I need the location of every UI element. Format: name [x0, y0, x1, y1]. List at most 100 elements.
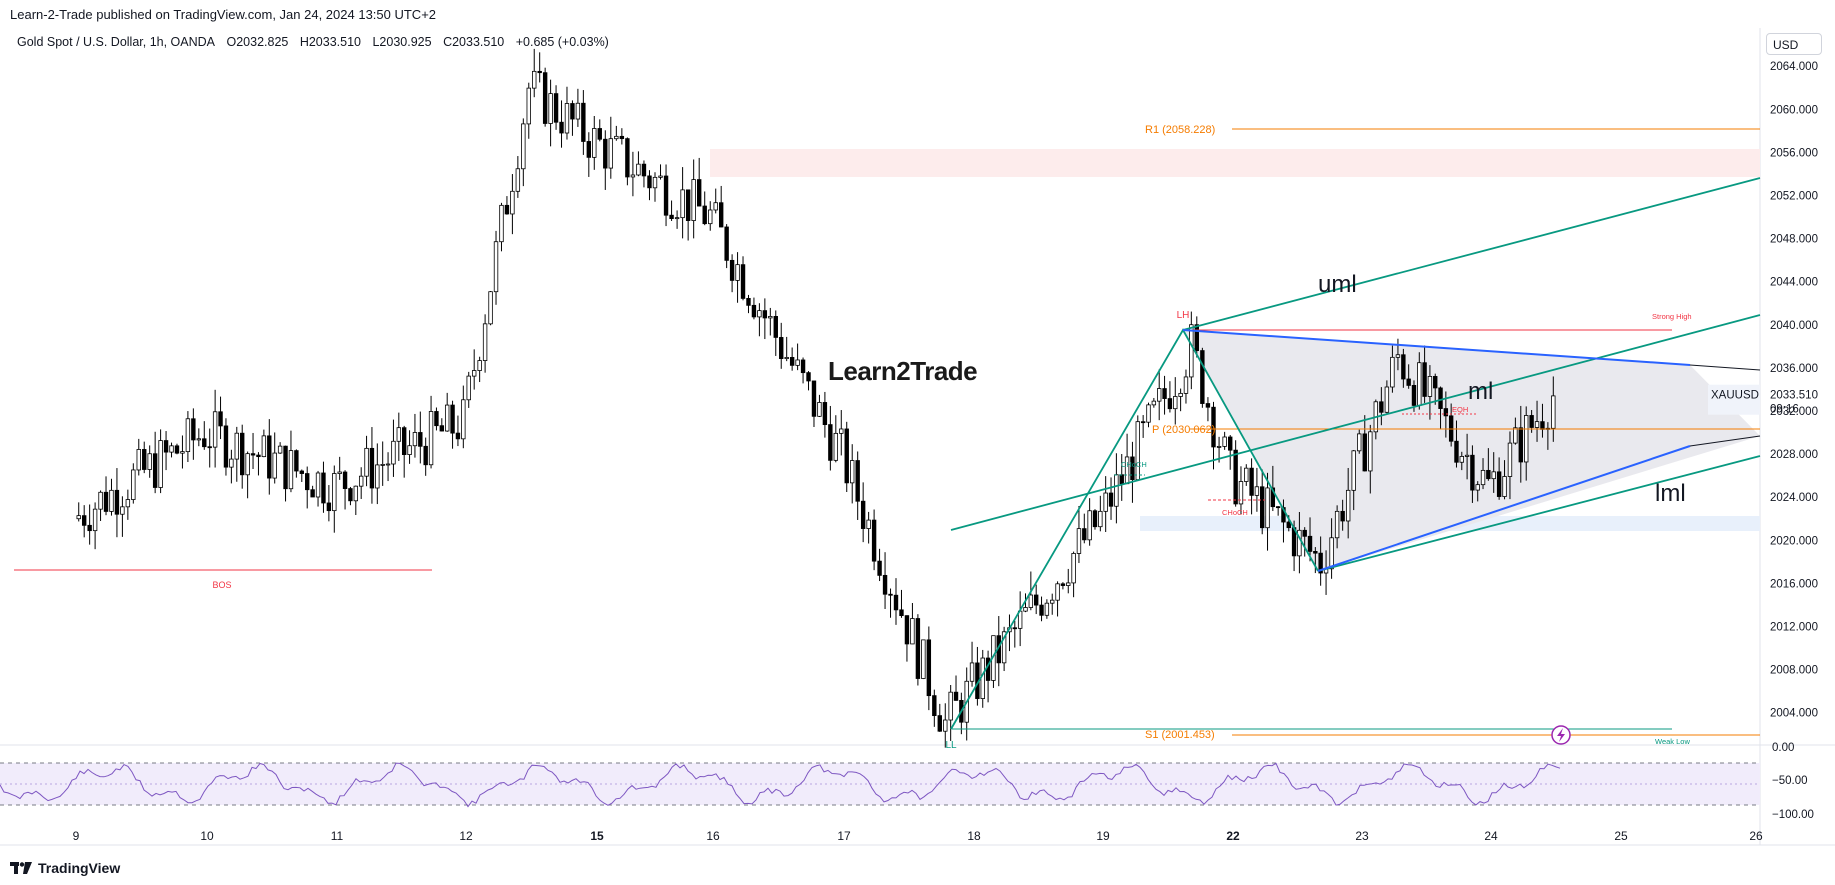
candle-body [680, 189, 685, 219]
candle-body [499, 204, 504, 243]
candle-body [234, 432, 239, 460]
candle-body [1518, 427, 1523, 463]
eqh-label: EQH [1452, 405, 1468, 414]
candle-body [784, 357, 789, 359]
candle-body [477, 360, 482, 371]
candle-body [855, 460, 860, 502]
candle-body [401, 427, 407, 455]
candle-body [1329, 537, 1334, 570]
candle-body [1362, 433, 1367, 472]
candle-body [1260, 486, 1265, 529]
price-tick-label: 2004.000 [1770, 708, 1818, 720]
candle-body [921, 639, 926, 679]
candle-body [1540, 421, 1545, 430]
price-tick-label: 2028.000 [1770, 449, 1818, 461]
candle-body [724, 226, 729, 261]
candle-body [369, 447, 375, 489]
candle-body [245, 453, 250, 476]
tradingview-footer[interactable]: TradingView [10, 860, 120, 876]
bos-label: BOS [212, 580, 231, 590]
candle-body [1001, 631, 1007, 664]
candle-body [779, 337, 784, 359]
rsi-tick-label: 0.00 [1772, 742, 1794, 754]
candle-body [471, 370, 477, 377]
candle-body [283, 445, 288, 490]
candle-body [932, 695, 937, 717]
candle-body [833, 432, 839, 461]
candle-body [674, 217, 680, 220]
candle-body [272, 452, 277, 479]
candle-body [1114, 474, 1119, 507]
candle-body [1351, 450, 1356, 491]
candle-body [202, 438, 207, 448]
candle-body [532, 70, 537, 89]
countdown-label: 09:16 [1770, 404, 1799, 416]
candle-body [910, 618, 915, 645]
candle-body [1395, 354, 1401, 358]
r1-label: R1 (2058.228) [1145, 124, 1215, 136]
candle-body [641, 163, 647, 177]
last-price-label: 2033.510 [1770, 390, 1818, 402]
candle-body [1238, 481, 1244, 505]
candle-body [1028, 594, 1034, 608]
candle-body [1183, 376, 1189, 394]
ml-label: ml [1468, 378, 1493, 405]
candle-body [1082, 528, 1087, 541]
time-tick-label: 24 [1484, 829, 1498, 843]
candle-body [1050, 599, 1055, 604]
candle-body [696, 179, 702, 207]
candle-body [504, 204, 510, 215]
candle-body [564, 103, 570, 134]
candle-body [288, 450, 294, 490]
candle-body [466, 375, 471, 401]
time-tick-label: 19 [1096, 829, 1110, 843]
candle-body [250, 453, 256, 456]
price-tick-label: 2056.000 [1770, 147, 1818, 159]
candle-body [559, 121, 564, 134]
candle-body [1443, 408, 1449, 417]
candle-body [412, 432, 418, 447]
candle-body [1173, 396, 1178, 410]
candle-body [1302, 529, 1307, 537]
candle-body [418, 432, 423, 447]
candle-body [1071, 553, 1076, 584]
candle-body [125, 499, 131, 508]
candle-body [586, 141, 592, 158]
candle-body [169, 445, 174, 453]
learn2trade-watermark: Learn2Trade [828, 356, 978, 386]
candle-body [385, 463, 391, 466]
candle-body [1076, 528, 1082, 554]
symbol-legend[interactable]: Gold Spot / U.S. Dollar, 1h, OANDA O2032… [17, 35, 617, 49]
symbol-tag: XAUUSD [1711, 390, 1759, 402]
candle-body [321, 472, 326, 504]
candle-body [1200, 350, 1205, 404]
time-tick-label: 23 [1355, 829, 1369, 843]
candle-body [358, 475, 364, 487]
candle-body [937, 715, 942, 732]
price-tick-label: 2060.000 [1770, 104, 1818, 116]
candle-body [332, 473, 337, 512]
candle-body [375, 464, 380, 489]
candle-body [353, 485, 359, 502]
candle-body [1249, 467, 1254, 496]
candle-body [1524, 415, 1529, 463]
candle-body [131, 469, 136, 500]
candle-body [1151, 400, 1157, 406]
candle-body [1345, 489, 1351, 522]
candle-body [163, 440, 169, 453]
candle-body [866, 519, 871, 529]
price-tick-label: 2016.000 [1770, 578, 1818, 590]
candle-body [806, 372, 811, 382]
candle-body [348, 488, 353, 502]
candle-body [515, 168, 521, 192]
pitchfork-lower [1317, 455, 1761, 572]
candle-body [1119, 474, 1124, 485]
candle-body [1039, 604, 1044, 616]
candle-body [953, 691, 959, 701]
candle-body [1244, 467, 1249, 482]
candle-body [87, 524, 92, 532]
candle-body [439, 425, 445, 432]
currency-button[interactable]: USD [1766, 33, 1822, 55]
rsi-line [0, 762, 1561, 808]
